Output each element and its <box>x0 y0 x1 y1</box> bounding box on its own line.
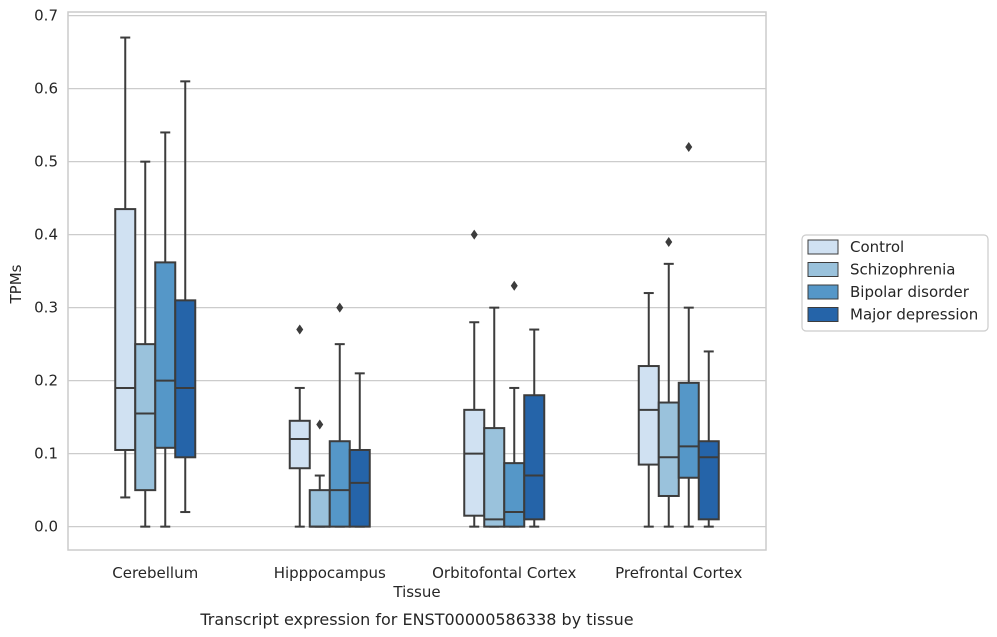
box-schizophrenia <box>657 236 680 528</box>
box-body <box>154 261 177 449</box>
box-body <box>503 462 526 528</box>
legend-label: Bipolar disorder <box>850 283 970 301</box>
x-axis-label: Tissue <box>392 583 440 601</box>
box-bipolar-disorder <box>328 302 351 528</box>
chart-caption: Transcript expression for ENST0000058633… <box>199 610 633 629</box>
box-control <box>114 36 137 499</box>
box-major-depression <box>697 350 720 528</box>
box-body <box>697 440 720 521</box>
box-body <box>134 343 157 492</box>
x-tick-label: Hipppocampus <box>274 564 386 582</box>
box-schizophrenia <box>308 419 331 528</box>
box-schizophrenia <box>134 160 157 528</box>
box-body <box>637 365 660 466</box>
x-tick-label: Prefrontal Cortex <box>615 564 742 582</box>
box-body <box>657 401 680 497</box>
box-body <box>677 381 700 479</box>
box-schizophrenia <box>483 306 506 528</box>
legend-swatch <box>807 239 839 255</box>
y-tick-label: 0.0 <box>34 518 58 536</box>
box-bipolar-disorder <box>677 142 700 528</box>
outlier-point <box>665 236 673 247</box>
x-tick-labels: Cerebellum Hipppocampus Orbitofontal Corte… <box>112 564 742 582</box>
legend-frame <box>801 234 989 332</box>
y-tick-label: 0.1 <box>34 445 58 463</box>
y-tick-label: 0.2 <box>34 372 58 390</box>
outlier-point <box>470 229 478 240</box>
x-tick-label: Orbitofontal Cortex <box>432 564 576 582</box>
box-body <box>174 299 197 459</box>
box-body <box>114 208 137 451</box>
box-body <box>328 440 351 528</box>
outlier-point <box>685 142 693 153</box>
box-control <box>288 324 311 528</box>
y-axis-label: TPMs <box>7 264 25 304</box>
box-body <box>348 448 371 528</box>
legend-label: Schizophrenia <box>850 261 955 279</box>
box-body <box>523 394 546 521</box>
legend: Control Schizophrenia Bipolar disorder Majo… <box>801 234 989 332</box>
y-tick-label: 0.7 <box>34 7 58 25</box>
box-body <box>308 489 331 528</box>
y-tick-label: 0.3 <box>34 299 58 317</box>
legend-label: Control <box>850 238 904 256</box>
box-body <box>463 408 486 517</box>
legend-swatch <box>807 307 839 322</box>
y-tick-label: 0.4 <box>34 226 58 244</box>
y-tick-label: 0.6 <box>34 80 58 98</box>
box-control <box>463 229 486 528</box>
outlier-point <box>316 419 324 430</box>
x-tick-label: Cerebellum <box>112 564 198 582</box>
box-body <box>288 419 311 470</box>
box-major-depression <box>523 328 546 528</box>
box-bipolar-disorder <box>503 280 526 528</box>
box-control <box>637 292 660 528</box>
y-tick-labels: 0.0 0.1 0.2 0.3 0.4 0.5 0.6 0.7 <box>34 7 58 536</box>
y-tick-label: 0.5 <box>34 153 58 171</box>
plot-frame <box>67 11 767 551</box>
box-major-depression <box>348 372 371 528</box>
box-major-depression <box>174 80 197 514</box>
outlier-point <box>336 302 344 313</box>
legend-swatch <box>807 284 839 300</box>
outlier-point <box>296 324 304 335</box>
outlier-point <box>510 280 518 291</box>
legend-label: Major depression <box>850 306 978 324</box>
box-bipolar-disorder <box>154 131 177 528</box>
box-body <box>483 427 506 528</box>
box-groups <box>114 36 720 528</box>
legend-swatch <box>807 262 839 277</box>
